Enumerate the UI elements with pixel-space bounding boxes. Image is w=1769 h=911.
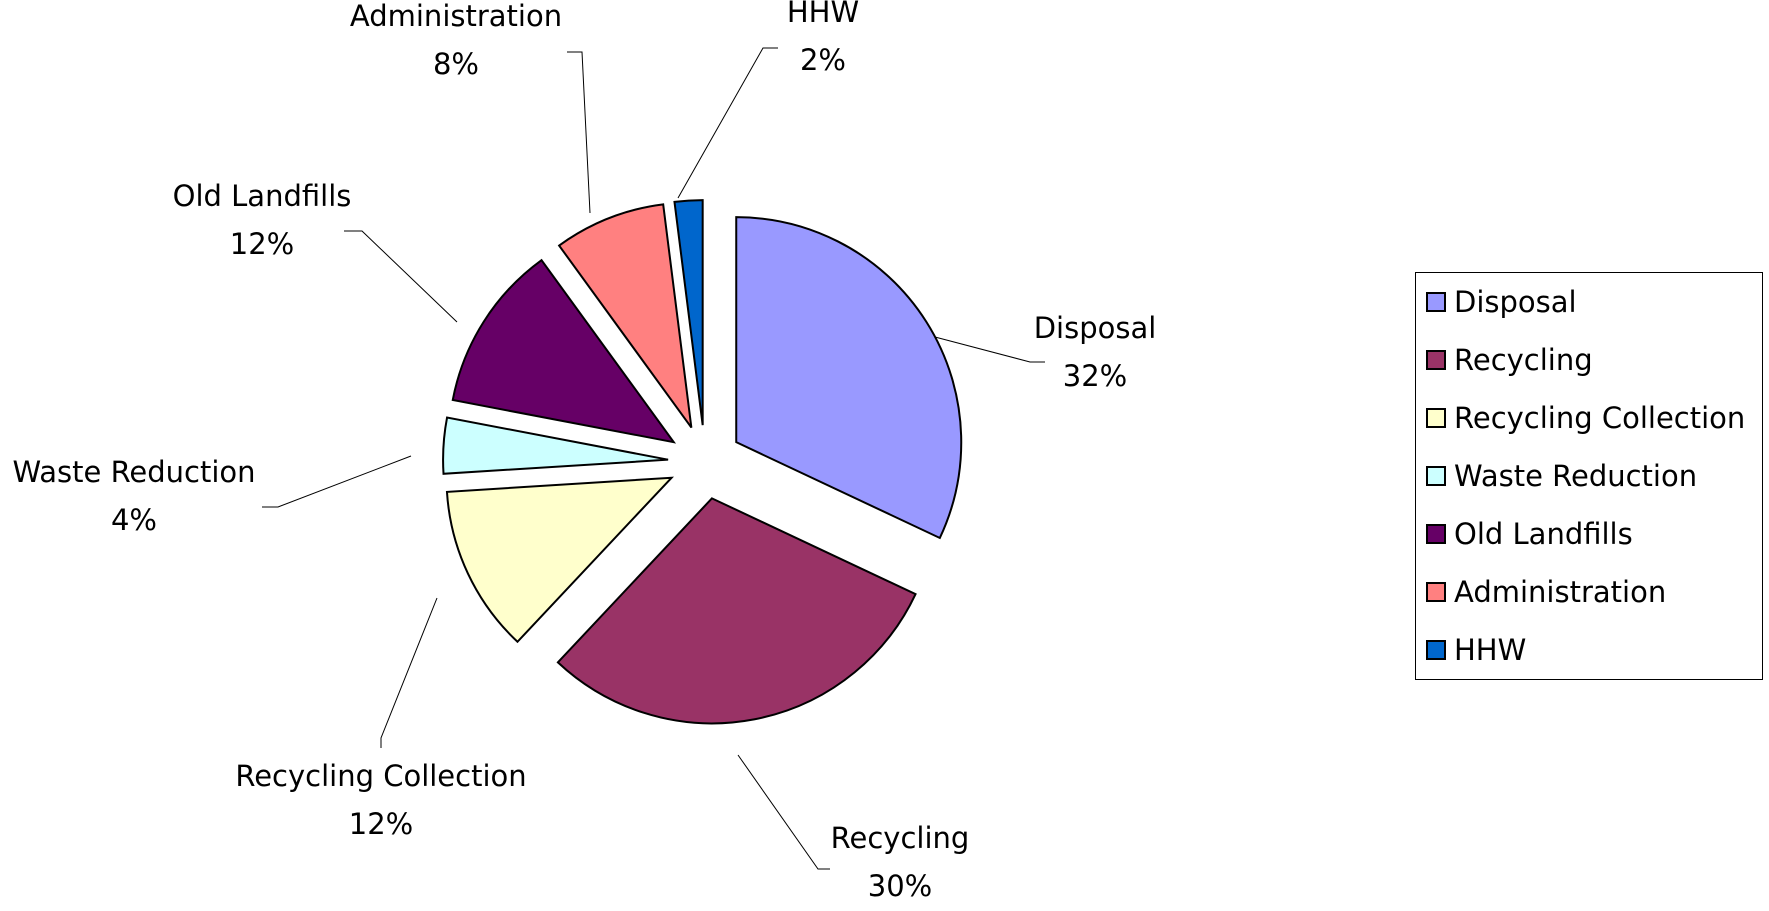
slice-value-label: 12%	[349, 807, 413, 841]
slice-category-label: Disposal	[1034, 311, 1157, 345]
legend-swatch	[1426, 350, 1446, 370]
legend-label: Recycling Collection	[1454, 401, 1746, 435]
pie-slice-recycling	[556, 497, 917, 725]
slice-value-label: 12%	[230, 227, 294, 261]
legend-swatch	[1426, 466, 1446, 486]
pie-slice-disposal	[735, 216, 963, 540]
legend-swatch	[1426, 640, 1446, 660]
legend-swatch	[1426, 292, 1446, 312]
slice-labels: Disposal 32% Recycling 30% Recycling Collect…	[12, 0, 1156, 903]
legend-swatch	[1426, 582, 1446, 602]
legend-item-administration: Administration	[1426, 572, 1666, 612]
slice-value-label: 30%	[868, 869, 932, 903]
slice-value-label: 4%	[111, 503, 157, 537]
pie-slice-hhw	[673, 199, 704, 426]
leader-line	[677, 47, 778, 199]
legend-item-recycling: Recycling	[1426, 340, 1593, 380]
pie-slices	[442, 199, 963, 725]
slice-category-label: HHW	[787, 0, 859, 29]
slice-category-label: Administration	[350, 0, 562, 33]
legend-item-disposal: Disposal	[1426, 282, 1577, 322]
slice-value-label: 8%	[433, 47, 479, 81]
legend-swatch	[1426, 524, 1446, 544]
leader-lines	[262, 47, 1045, 870]
legend-label: Recycling	[1454, 343, 1593, 377]
pie-slice-old-landfills	[451, 258, 677, 444]
legend-label: Waste Reduction	[1454, 459, 1698, 493]
legend-label: Old Landfills	[1454, 517, 1633, 551]
slice-category-label: Recycling	[831, 821, 970, 855]
leader-line	[380, 597, 438, 748]
legend-label: Administration	[1454, 575, 1667, 609]
slice-value-label: 2%	[800, 43, 846, 77]
legend-swatch	[1426, 408, 1446, 428]
slice-value-label: 32%	[1063, 359, 1127, 393]
leader-line	[344, 230, 458, 323]
slice-category-label: Waste Reduction	[12, 455, 255, 489]
legend-item-recycling-collection: Recycling Collection	[1426, 398, 1745, 438]
leader-line	[262, 455, 412, 508]
pie-slice-recycling-collection	[445, 476, 674, 644]
pie-slice-waste-reduction	[442, 416, 669, 475]
legend-item-waste-reduction: Waste Reduction	[1426, 456, 1697, 496]
legend-item-old-landfills: Old Landfills	[1426, 514, 1633, 554]
legend-label: HHW	[1454, 633, 1527, 667]
leader-line	[934, 336, 1045, 363]
leader-line	[567, 51, 591, 214]
legend-item-hhw: HHW	[1426, 630, 1526, 670]
pie-slice-administration	[557, 203, 693, 429]
slice-category-label: Old Landfills	[173, 179, 352, 213]
chart-legend: Disposal Recycling Recycling Collection …	[1415, 272, 1763, 680]
slice-category-label: Recycling Collection	[235, 759, 526, 793]
leader-line	[737, 754, 830, 870]
legend-label: Disposal	[1454, 285, 1577, 319]
